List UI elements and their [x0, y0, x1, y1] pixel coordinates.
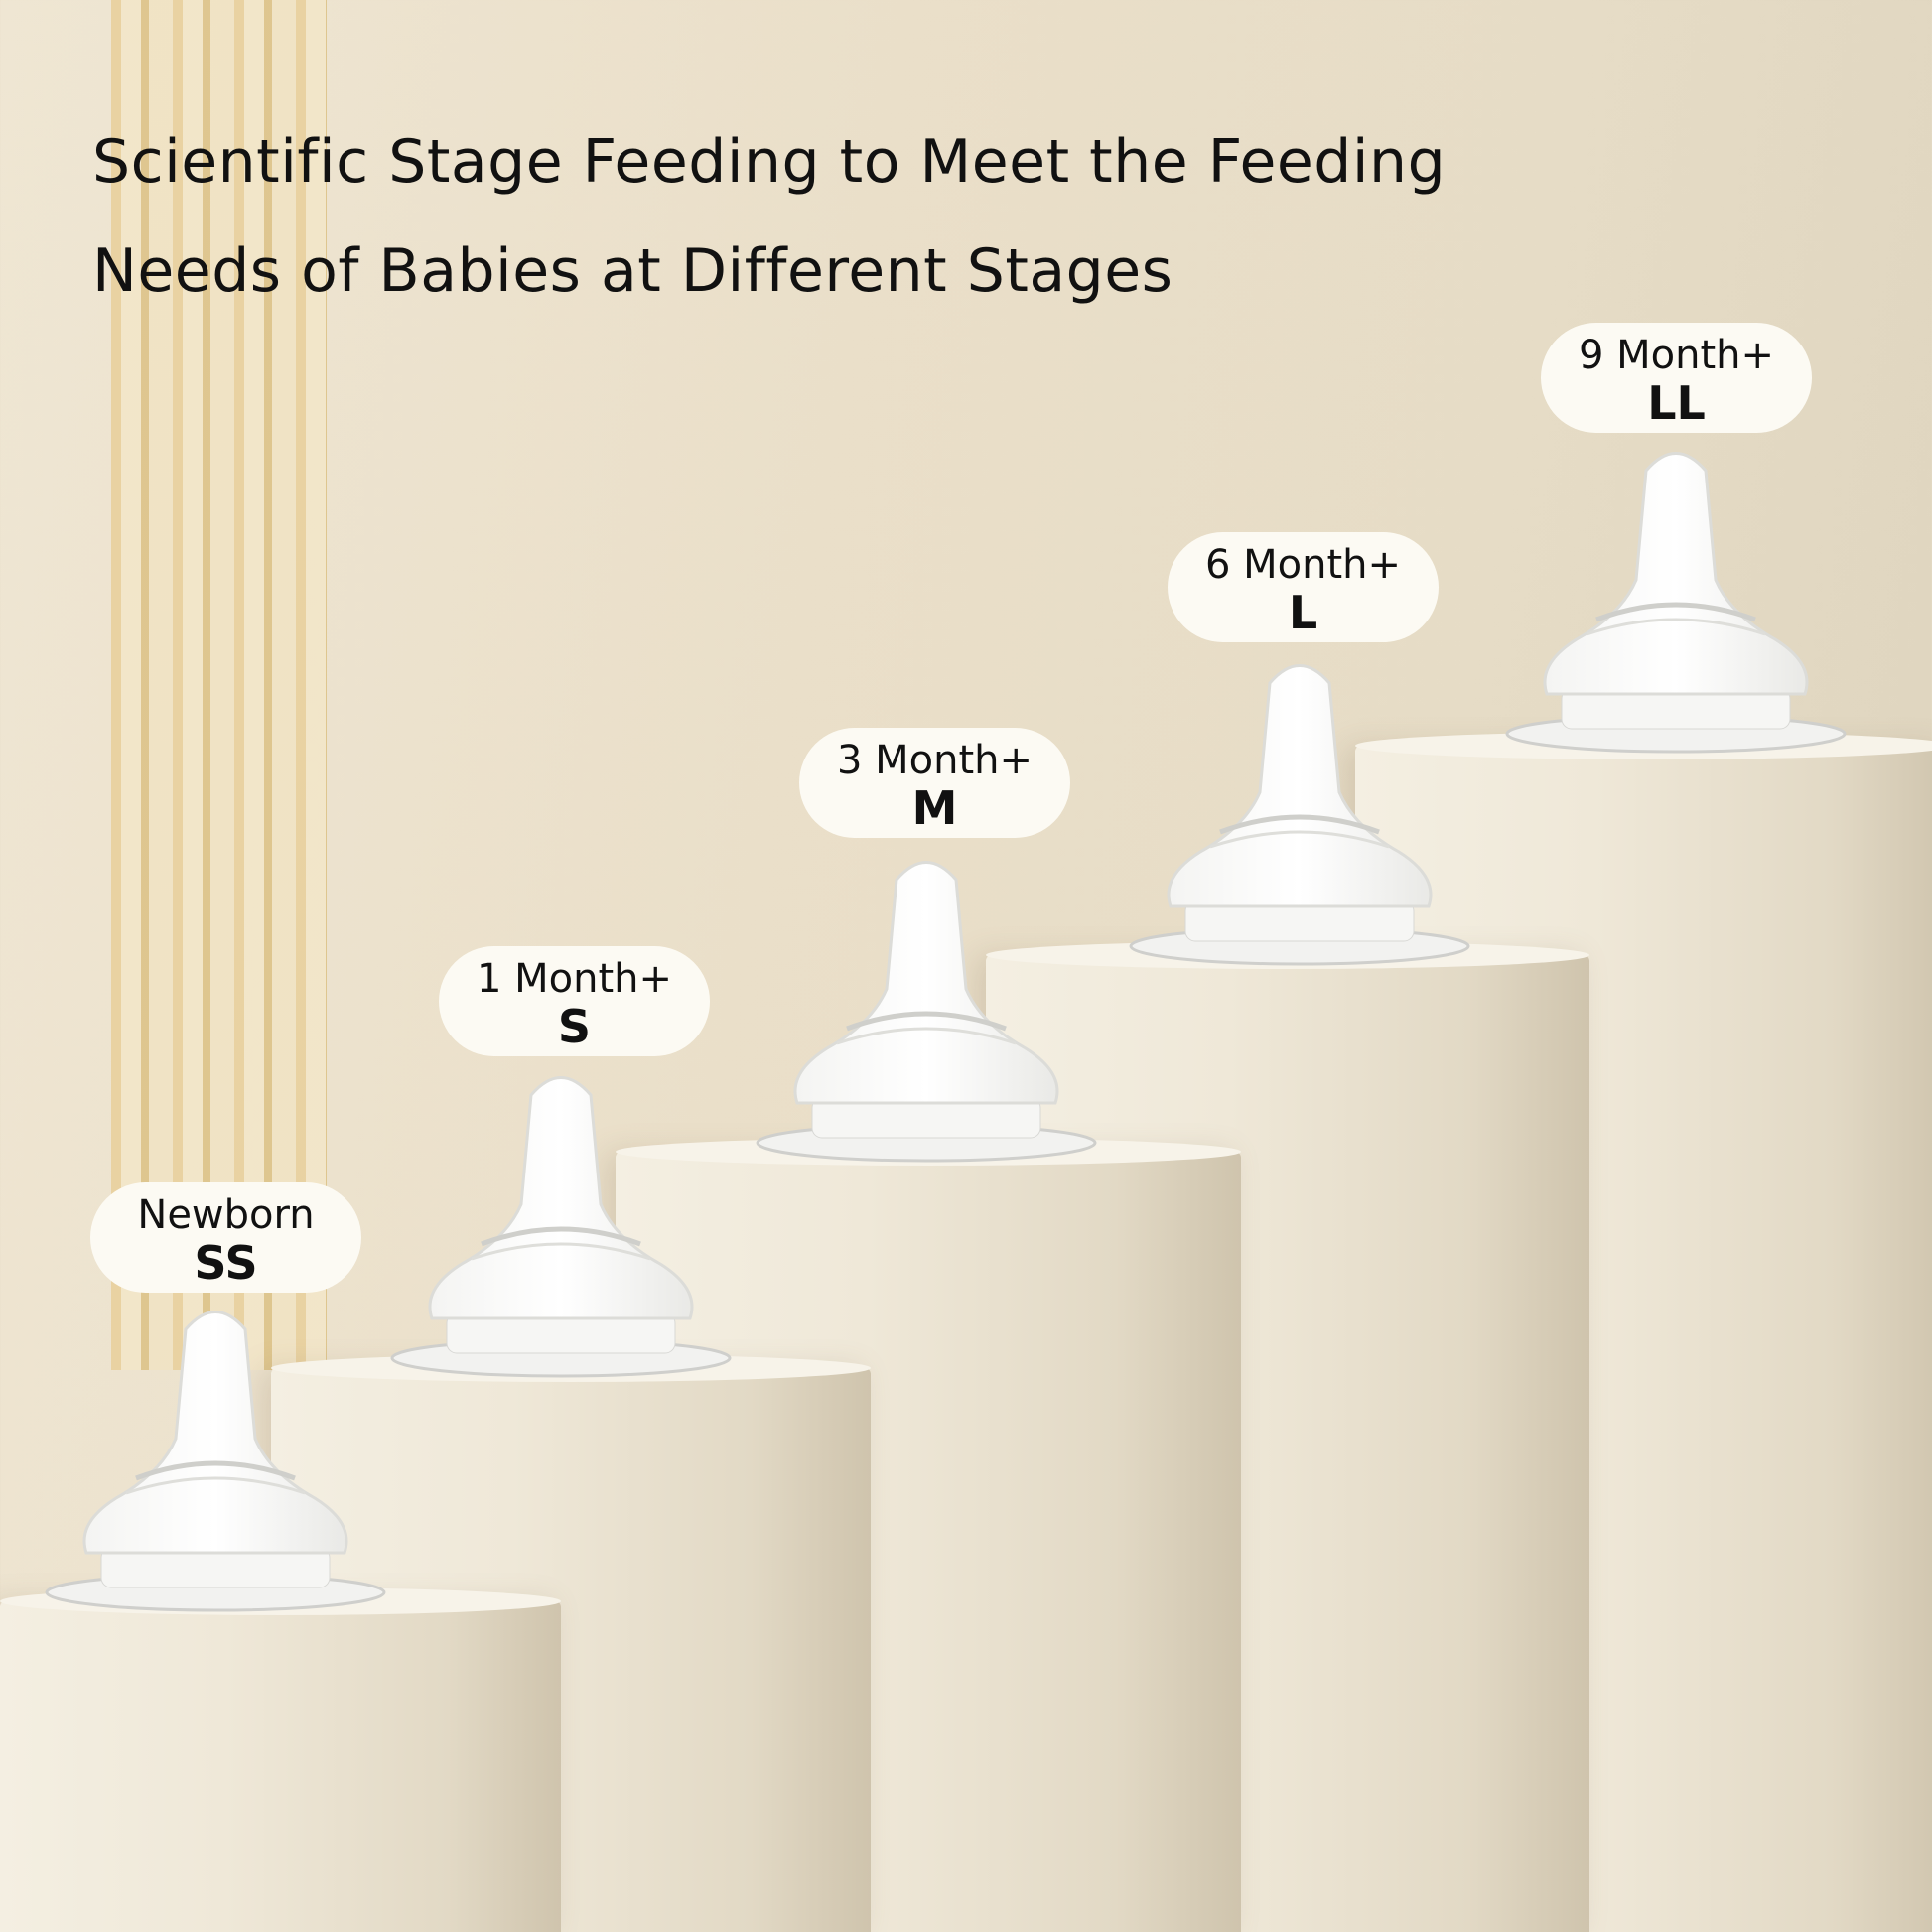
- stage-age: 1 Month+: [476, 956, 673, 1002]
- nipple-image-1: [42, 1300, 389, 1612]
- stage-size: SS: [194, 1236, 258, 1290]
- stage-size: S: [557, 1000, 592, 1053]
- page-title: Scientific Stage Feeding to Meet the Fee…: [92, 107, 1446, 326]
- title-line-1: Scientific Stage Feeding to Meet the Fee…: [92, 127, 1447, 197]
- stage-label-6-month: 6 Month+ L: [1168, 532, 1439, 642]
- nipple-image-5: [1502, 441, 1850, 754]
- stage-age: Newborn: [137, 1192, 315, 1238]
- stage-age: 9 Month+: [1578, 333, 1775, 378]
- stage-age: 6 Month+: [1204, 542, 1402, 588]
- stage-label-3-month: 3 Month+ M: [799, 728, 1070, 838]
- gold-stripes-decoration: [111, 0, 327, 1370]
- stage-size: M: [911, 781, 958, 835]
- stage-size: LL: [1647, 376, 1706, 430]
- stage-label-9-month: 9 Month+ LL: [1541, 323, 1812, 433]
- nipple-image-3: [753, 850, 1100, 1163]
- stage-age: 3 Month+: [836, 738, 1034, 783]
- title-line-2: Needs of Babies at Different Stages: [92, 236, 1173, 306]
- pillar-1: [0, 1587, 561, 1932]
- stage-label-1-month: 1 Month+ S: [439, 946, 710, 1056]
- nipple-image-2: [387, 1065, 735, 1378]
- nipple-image-4: [1126, 653, 1473, 966]
- stage-label-newborn: Newborn SS: [90, 1182, 361, 1293]
- stage-size: L: [1288, 586, 1318, 639]
